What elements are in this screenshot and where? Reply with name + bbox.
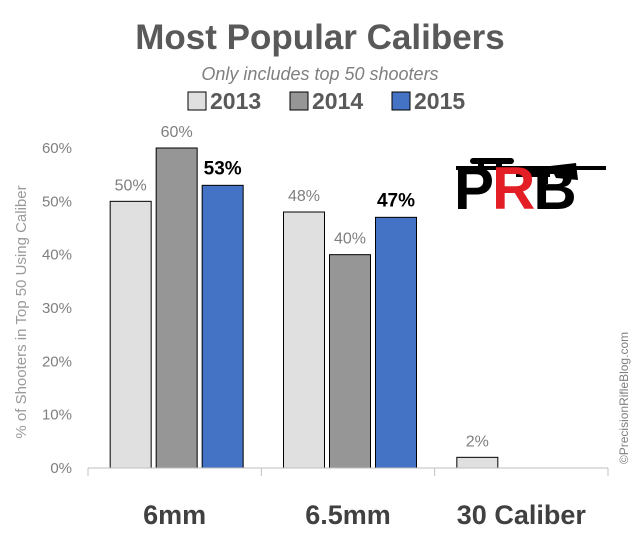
legend-label: 2015 [414,88,465,114]
bar-2014-6mm [155,147,198,469]
data-labels: 50% 60% 53% 48% 40% 47% 2% [115,124,489,450]
y-tick-label: 50% [42,193,72,210]
data-label: 48% [288,188,320,205]
legend-label: 2014 [312,88,363,114]
prb-logo: PRB [454,155,606,222]
data-label: 40% [334,231,366,248]
data-label: 2% [466,433,489,450]
category-label: 6.5mm [305,500,391,530]
legend: 2013 2014 2015 [187,88,465,114]
bar-2013-6.5mm [283,211,325,469]
y-tick-label: 40% [42,247,72,264]
data-label: 53% [204,158,242,179]
data-label: 60% [161,124,193,141]
bar-2014-6.5mm [329,254,371,469]
chart-title: Most Popular Calibers [135,18,505,57]
legend-label: 2013 [210,88,261,114]
category-label: 6mm [143,500,206,530]
chart-subtitle: Only includes top 50 shooters [201,64,438,84]
y-axis-label: % of Shooters in Top 50 Using Caliber [13,185,30,438]
copyright-text: ©PrecisionRifleBlog.com [617,332,631,464]
legend-swatch-2015 [391,91,411,111]
y-tick-label: 30% [42,300,72,317]
data-label: 50% [115,177,147,194]
y-tick-label: 10% [42,407,72,424]
legend-swatch-2014 [289,91,309,111]
legend-swatch-2013 [187,91,207,111]
bar-2013-30-caliber [456,456,499,469]
bar-2015-6mm [201,184,244,469]
y-tick-label: 20% [42,353,72,370]
logo-text: PRB [454,155,575,222]
y-tick-label: 60% [42,140,72,157]
rifle-icon [456,158,606,184]
data-label: 47% [377,190,415,211]
x-axis-ticks [87,468,609,476]
bars [109,147,499,469]
category-label: 30 Caliber [457,500,587,530]
y-axis-ticks: 0% 10% 20% 30% 40% 50% 60% [42,140,72,477]
category-labels: 6mm 6.5mm 30 Caliber [143,500,586,530]
bar-2015-6.5mm [375,216,417,469]
y-tick-label: 0% [50,460,72,477]
bar-2013-6mm [109,200,152,469]
